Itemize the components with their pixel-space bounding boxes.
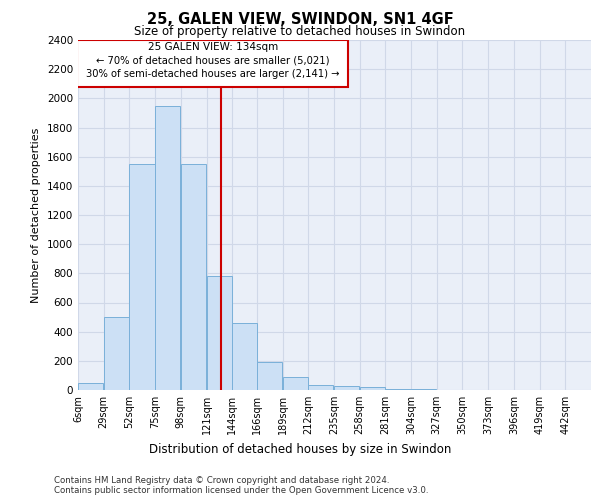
Bar bbox=[130, 164, 155, 390]
Bar bbox=[104, 317, 129, 390]
Text: Distribution of detached houses by size in Swindon: Distribution of detached houses by size … bbox=[149, 442, 451, 456]
Bar bbox=[359, 387, 385, 390]
Bar bbox=[232, 323, 257, 390]
Text: 25, GALEN VIEW, SWINDON, SN1 4GF: 25, GALEN VIEW, SWINDON, SN1 4GF bbox=[146, 12, 454, 26]
Bar bbox=[155, 106, 180, 390]
Bar bbox=[181, 164, 206, 390]
Bar bbox=[308, 385, 334, 390]
Bar bbox=[78, 382, 103, 390]
Bar bbox=[77, 40, 349, 88]
Text: Contains public sector information licensed under the Open Government Licence v3: Contains public sector information licen… bbox=[54, 486, 428, 495]
Bar bbox=[257, 362, 282, 390]
Text: ← 70% of detached houses are smaller (5,021): ← 70% of detached houses are smaller (5,… bbox=[96, 56, 330, 66]
Bar bbox=[206, 276, 232, 390]
Bar bbox=[334, 386, 359, 390]
Bar bbox=[385, 389, 410, 390]
Text: 30% of semi-detached houses are larger (2,141) →: 30% of semi-detached houses are larger (… bbox=[86, 70, 340, 80]
Text: Contains HM Land Registry data © Crown copyright and database right 2024.: Contains HM Land Registry data © Crown c… bbox=[54, 476, 389, 485]
Text: 25 GALEN VIEW: 134sqm: 25 GALEN VIEW: 134sqm bbox=[148, 42, 278, 52]
Bar bbox=[283, 377, 308, 390]
Text: Size of property relative to detached houses in Swindon: Size of property relative to detached ho… bbox=[134, 25, 466, 38]
Y-axis label: Number of detached properties: Number of detached properties bbox=[31, 128, 41, 302]
